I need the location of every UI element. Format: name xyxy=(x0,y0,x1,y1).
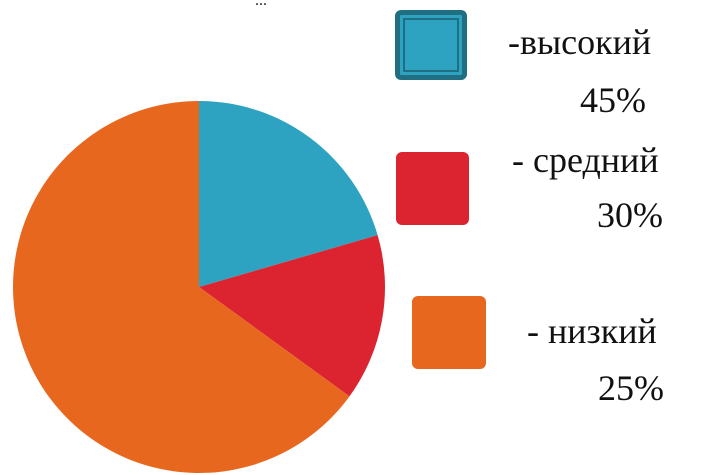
legend-value-high: 45% xyxy=(580,80,646,120)
pie-slice-high xyxy=(199,101,378,287)
pie-slice-medium xyxy=(199,235,385,397)
legend-swatch-low xyxy=(412,296,486,369)
legend-swatch-high xyxy=(395,10,467,80)
legend-label-high: -высокий xyxy=(508,22,652,62)
legend-value-medium: 30% xyxy=(597,195,663,235)
pie-slice-low xyxy=(13,101,350,473)
legend-label-medium: - средний xyxy=(512,140,659,180)
chart-title-fragment: ... xyxy=(255,0,267,9)
legend-value-low: 25% xyxy=(598,368,664,408)
legend-label-low: - низкий xyxy=(527,311,657,351)
legend-swatch-medium xyxy=(396,152,469,225)
